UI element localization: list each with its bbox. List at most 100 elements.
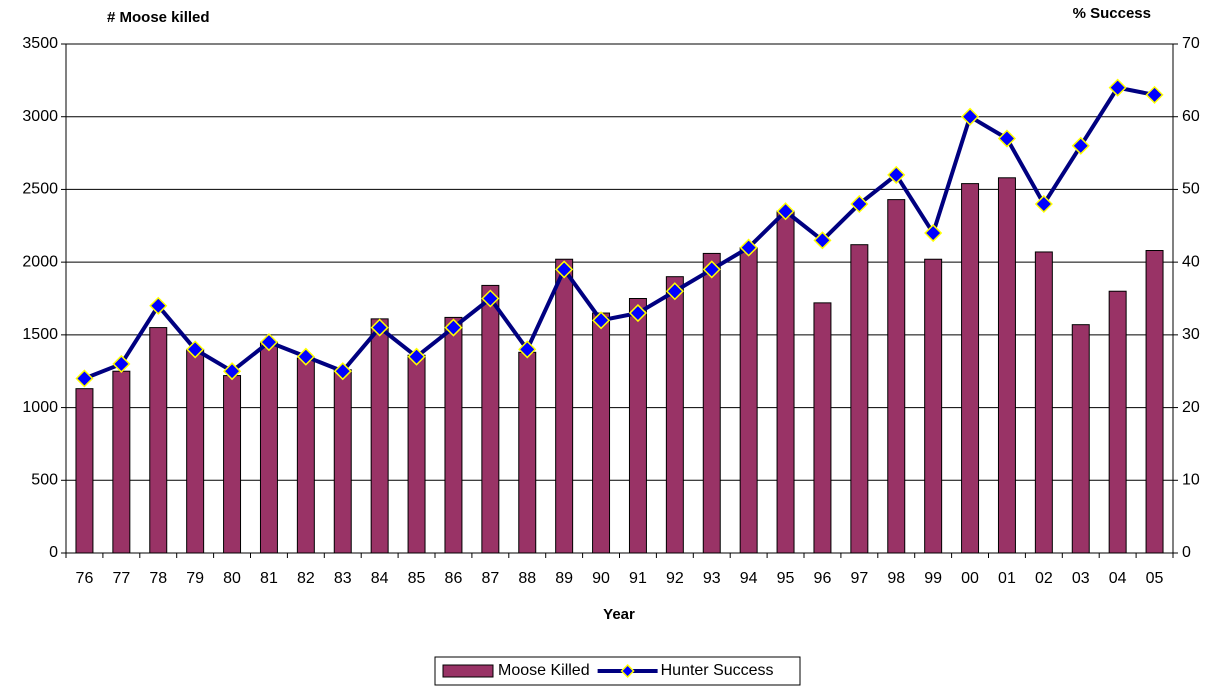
marker — [259, 333, 279, 352]
bar — [1145, 250, 1164, 554]
x-tick-label: 83 — [334, 570, 352, 587]
x-tick-label: 92 — [666, 570, 684, 587]
marker — [776, 202, 795, 221]
y2-tick-label: 60 — [1182, 108, 1200, 125]
bar — [924, 258, 943, 554]
bar — [739, 247, 758, 554]
x-tick-label: 84 — [371, 570, 389, 587]
bar — [1071, 324, 1090, 554]
marker — [997, 129, 1017, 148]
x-tick-label: 97 — [850, 570, 868, 587]
bar — [518, 351, 537, 554]
bar — [813, 302, 832, 554]
x-tick-label: 95 — [777, 570, 795, 587]
marker — [1034, 194, 1053, 214]
marker — [1108, 78, 1127, 97]
x-tick-label: 00 — [961, 570, 979, 587]
x-tick-label: 93 — [703, 570, 721, 587]
y-tick-label: 2000 — [22, 253, 58, 270]
bar — [333, 369, 352, 554]
marker — [518, 340, 537, 359]
x-tick-label: 76 — [76, 570, 94, 587]
bar — [776, 210, 795, 554]
marker — [555, 260, 574, 279]
bar — [665, 276, 684, 554]
marker — [1071, 136, 1090, 155]
y2-tick-label: 20 — [1182, 399, 1200, 416]
x-tick-label: 94 — [740, 570, 758, 587]
x-tick-label: 90 — [592, 570, 610, 587]
y-tick-label: 0 — [49, 544, 58, 561]
marker — [628, 303, 648, 323]
bar — [702, 252, 721, 554]
marker — [813, 231, 832, 250]
marker — [481, 289, 500, 308]
x-tick-label: 88 — [518, 570, 536, 587]
bar — [444, 316, 463, 554]
x-tick-label: 96 — [814, 570, 832, 587]
y-tick-label: 3000 — [22, 108, 58, 125]
line — [83, 85, 1155, 381]
x-tick-label: 87 — [481, 570, 499, 587]
bar — [1034, 251, 1053, 554]
marker — [739, 238, 758, 257]
y-tick-label: 1000 — [22, 399, 58, 416]
bar — [887, 199, 906, 554]
y-tick-label: 500 — [31, 472, 58, 489]
y-tick-label: 1500 — [22, 326, 58, 343]
marker — [333, 362, 352, 381]
x-tick-label: 01 — [998, 570, 1016, 587]
marker — [924, 223, 943, 243]
bar — [223, 375, 242, 554]
x-tick-label: 77 — [112, 570, 130, 587]
bar — [149, 327, 168, 554]
marker — [186, 340, 205, 359]
legend-swatch — [620, 663, 635, 679]
legend-label: Hunter Success — [661, 662, 774, 679]
y2-axis-label: % Success — [1073, 5, 1151, 22]
y2-tick-label: 10 — [1182, 472, 1200, 489]
y-axis-label: # Moose killed — [107, 9, 210, 26]
x-tick-label: 80 — [223, 570, 241, 587]
marker — [75, 369, 94, 388]
x-tick-label: 86 — [445, 570, 463, 587]
x-tick-label: 99 — [924, 570, 942, 587]
x-tick-label: 04 — [1109, 570, 1127, 587]
bar — [592, 312, 611, 554]
marker — [1145, 85, 1164, 104]
marker — [149, 296, 168, 315]
x-tick-label: 85 — [408, 570, 426, 587]
marker — [887, 165, 906, 184]
bar — [407, 354, 426, 554]
y-tick-label: 2500 — [22, 181, 58, 198]
x-tick-label: 79 — [186, 570, 204, 587]
marker — [591, 311, 611, 330]
marker — [850, 194, 869, 214]
legend-swatch — [442, 664, 494, 678]
x-tick-label: 05 — [1146, 570, 1164, 587]
bar — [481, 284, 500, 554]
marker — [702, 260, 721, 279]
y2-tick-label: 70 — [1182, 35, 1200, 52]
x-tick-label: 82 — [297, 570, 315, 587]
bar — [850, 244, 869, 554]
y2-tick-label: 30 — [1182, 326, 1200, 343]
bar — [186, 348, 205, 554]
marker — [444, 318, 463, 337]
x-tick-label: 81 — [260, 570, 278, 587]
marker — [370, 318, 389, 337]
marker — [112, 354, 131, 374]
bar — [997, 177, 1016, 554]
y2-tick-label: 50 — [1182, 181, 1200, 198]
bar — [75, 388, 94, 554]
x-tick-label: 91 — [629, 570, 647, 587]
bar — [370, 318, 389, 554]
bar — [259, 341, 278, 554]
bar — [1108, 290, 1127, 554]
marker — [960, 107, 980, 126]
marker — [222, 362, 242, 381]
marker — [407, 347, 426, 366]
x-tick-label: 98 — [887, 570, 905, 587]
y-tick-label: 3500 — [22, 35, 58, 52]
